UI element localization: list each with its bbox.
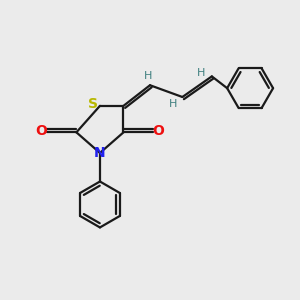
Text: H: H (197, 68, 206, 78)
Text: O: O (36, 124, 48, 138)
Text: S: S (88, 98, 98, 111)
Text: N: N (94, 146, 106, 160)
Text: H: H (144, 71, 153, 81)
Text: O: O (152, 124, 164, 138)
Text: H: H (169, 99, 178, 110)
